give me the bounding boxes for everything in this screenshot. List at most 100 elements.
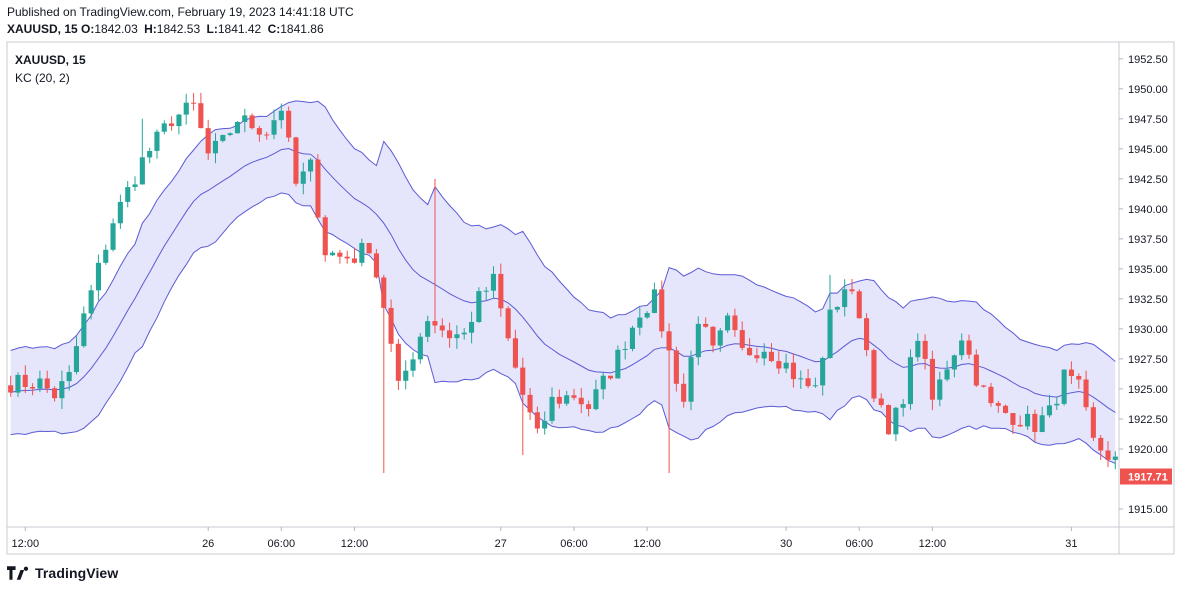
candle-body bbox=[95, 262, 101, 291]
tradingview-logo[interactable]: TradingView bbox=[7, 565, 118, 581]
candle bbox=[915, 333, 921, 362]
candle-body bbox=[205, 128, 211, 154]
open-value: 1842.03 bbox=[94, 22, 138, 36]
candle-body bbox=[842, 289, 848, 307]
candle bbox=[1112, 451, 1118, 470]
candle-body bbox=[483, 290, 489, 292]
candle-body bbox=[1054, 403, 1060, 406]
price-tick-label: 1922.50 bbox=[1128, 414, 1168, 426]
candle-body bbox=[739, 330, 745, 348]
candle bbox=[139, 118, 145, 185]
candle bbox=[191, 92, 197, 111]
candle bbox=[878, 393, 884, 408]
candle bbox=[900, 399, 906, 417]
candle bbox=[483, 287, 489, 301]
candle bbox=[337, 249, 343, 264]
candle-body bbox=[154, 131, 160, 151]
candle-body bbox=[600, 375, 606, 390]
high-label: H: bbox=[144, 22, 157, 36]
candle-body bbox=[805, 378, 811, 387]
candle bbox=[922, 334, 928, 370]
candle bbox=[505, 306, 511, 341]
candle-body bbox=[820, 358, 826, 386]
candle bbox=[571, 388, 577, 401]
close-label: C: bbox=[267, 22, 281, 36]
candle bbox=[1061, 369, 1067, 406]
candle-body bbox=[556, 396, 562, 404]
candle bbox=[703, 317, 709, 328]
candle-body bbox=[732, 315, 738, 331]
keltner-band bbox=[10, 100, 1116, 464]
time-tick-label: 06:00 bbox=[846, 538, 874, 550]
candle-body bbox=[315, 159, 321, 218]
candle-body bbox=[432, 321, 438, 326]
legend-symbol[interactable]: XAUUSD, 15 bbox=[15, 53, 86, 67]
candle-body bbox=[812, 385, 818, 387]
candle-body bbox=[8, 385, 14, 393]
chart-frame bbox=[6, 41, 1175, 555]
candle-body bbox=[286, 110, 292, 138]
price-tick-label: 1927.50 bbox=[1128, 354, 1168, 366]
legend-indicator[interactable]: KC (20, 2) bbox=[15, 71, 70, 85]
candle bbox=[300, 162, 306, 195]
candle-body bbox=[878, 398, 884, 405]
candle bbox=[117, 194, 123, 229]
candle bbox=[768, 343, 774, 363]
candle bbox=[959, 333, 965, 360]
brand-name: TradingView bbox=[35, 565, 119, 581]
candle bbox=[710, 326, 716, 353]
candle-body bbox=[227, 133, 233, 135]
candle-body bbox=[183, 102, 189, 115]
time-tick-label: 12:00 bbox=[633, 538, 661, 550]
candle bbox=[644, 311, 650, 319]
candle bbox=[176, 113, 182, 135]
candle-body bbox=[44, 378, 50, 389]
candle bbox=[512, 329, 518, 369]
candle bbox=[322, 215, 328, 262]
candle-body bbox=[410, 359, 416, 371]
candle bbox=[556, 389, 562, 409]
candle-body bbox=[191, 102, 197, 104]
candle-body bbox=[417, 336, 423, 360]
candle-body bbox=[768, 351, 774, 362]
candle-body bbox=[695, 323, 701, 358]
candle bbox=[1068, 361, 1074, 385]
candle-body bbox=[527, 394, 533, 413]
candle-body bbox=[330, 252, 336, 256]
candle bbox=[673, 346, 679, 392]
candle bbox=[59, 370, 65, 409]
candle bbox=[395, 339, 401, 390]
candle-body bbox=[110, 223, 116, 250]
candle bbox=[856, 289, 862, 319]
candle bbox=[469, 311, 475, 344]
candle-body bbox=[864, 318, 870, 351]
keltner-upper bbox=[10, 100, 1116, 362]
candle-body bbox=[176, 114, 182, 127]
candle bbox=[1090, 402, 1096, 442]
candle-body bbox=[1112, 456, 1118, 460]
candle-body bbox=[373, 253, 379, 278]
tradingview-logo-icon bbox=[7, 566, 29, 580]
low-label: L: bbox=[206, 22, 218, 36]
candle-body bbox=[59, 381, 65, 399]
candle-body bbox=[15, 374, 21, 393]
price-tick-label: 1915.00 bbox=[1128, 504, 1168, 516]
frame-border bbox=[6, 41, 1175, 555]
candle-body bbox=[351, 258, 357, 263]
candle-body bbox=[381, 277, 387, 308]
candle-body bbox=[293, 137, 299, 184]
candle bbox=[608, 375, 614, 380]
candle-body bbox=[234, 122, 240, 134]
candle bbox=[315, 154, 321, 219]
candle bbox=[73, 336, 79, 375]
candle-body bbox=[1068, 369, 1074, 376]
candle-body bbox=[549, 396, 555, 421]
candle bbox=[22, 365, 28, 393]
candle bbox=[944, 360, 950, 382]
candle bbox=[169, 116, 175, 131]
candle-body bbox=[30, 387, 36, 389]
candle-body bbox=[147, 151, 153, 158]
candle bbox=[586, 400, 592, 417]
candle bbox=[103, 244, 109, 265]
